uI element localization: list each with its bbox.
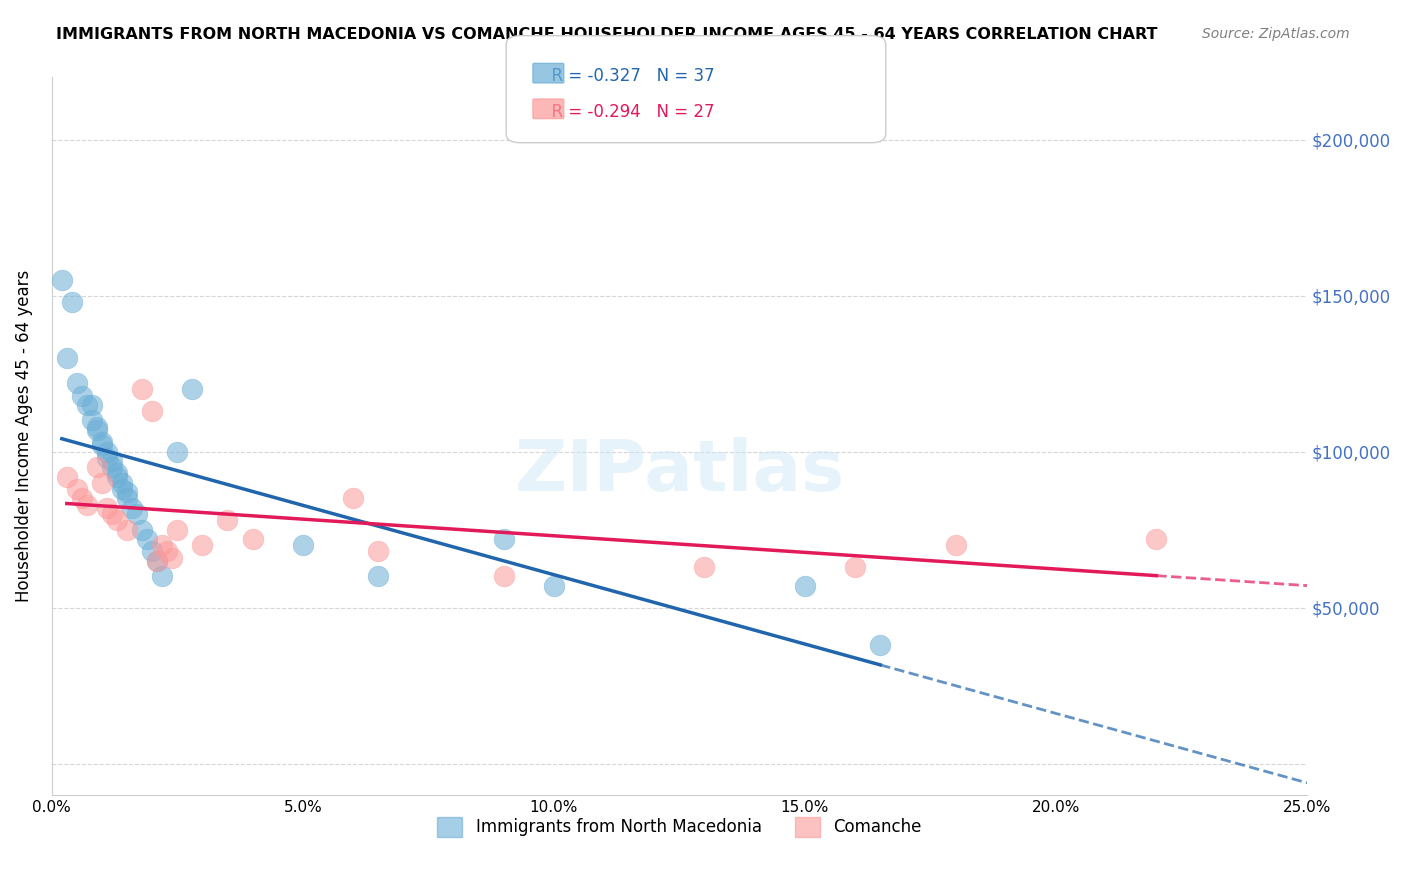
Text: R = -0.327   N = 37: R = -0.327 N = 37 [541,67,714,85]
Point [121,500,143,515]
Point [86,423,108,437]
Point [56,351,79,365]
Point [367,569,389,583]
Point [86,419,108,434]
Point [76,398,98,412]
Point [131,523,153,537]
Point [80,398,103,412]
Point [693,560,716,574]
Point [141,544,163,558]
Legend: Immigrants from North Macedonia, Comanche: Immigrants from North Macedonia, Comanch… [430,810,928,844]
Point [492,532,515,546]
Point [166,444,188,458]
Point [91,438,114,452]
Point [543,579,565,593]
Point [844,560,866,574]
Text: ZIPatlas: ZIPatlas [515,437,845,507]
Point [162,550,184,565]
Point [80,413,103,427]
Point [869,638,891,652]
Point [146,554,169,568]
Point [76,498,98,512]
Y-axis label: Householder Income Ages 45 - 64 years: Householder Income Ages 45 - 64 years [15,270,32,602]
Point [56,469,79,483]
Point [70,388,93,402]
Point [115,523,138,537]
Point [96,500,118,515]
Point [101,460,124,475]
Point [101,507,124,521]
Point [86,460,108,475]
Point [191,538,214,552]
Point [115,485,138,500]
Point [367,544,389,558]
Point [131,382,153,396]
Point [166,523,188,537]
Point [91,435,114,450]
Point [181,382,204,396]
Point [60,295,83,310]
Point [141,404,163,418]
Text: IMMIGRANTS FROM NORTH MACEDONIA VS COMANCHE HOUSEHOLDER INCOME AGES 45 - 64 YEAR: IMMIGRANTS FROM NORTH MACEDONIA VS COMAN… [56,27,1157,42]
Point [51,273,73,287]
Point [105,513,128,527]
Point [492,569,515,583]
Point [66,376,89,390]
Point [91,475,114,490]
Point [96,444,118,458]
Point [217,513,239,527]
Point [111,482,134,496]
Point [96,450,118,465]
Point [793,579,815,593]
Point [1144,532,1167,546]
Point [70,491,93,506]
Point [66,482,89,496]
Point [101,454,124,468]
Text: Source: ZipAtlas.com: Source: ZipAtlas.com [1202,27,1350,41]
Point [136,532,159,546]
Text: R = -0.294   N = 27: R = -0.294 N = 27 [541,103,714,120]
Point [105,467,128,481]
Point [111,475,134,490]
Point [105,469,128,483]
Point [146,554,169,568]
Point [291,538,314,552]
Point [945,538,967,552]
Point [242,532,264,546]
Point [127,507,149,521]
Point [342,491,364,506]
Point [150,569,173,583]
Point [156,544,179,558]
Point [115,491,138,506]
Point [150,538,173,552]
